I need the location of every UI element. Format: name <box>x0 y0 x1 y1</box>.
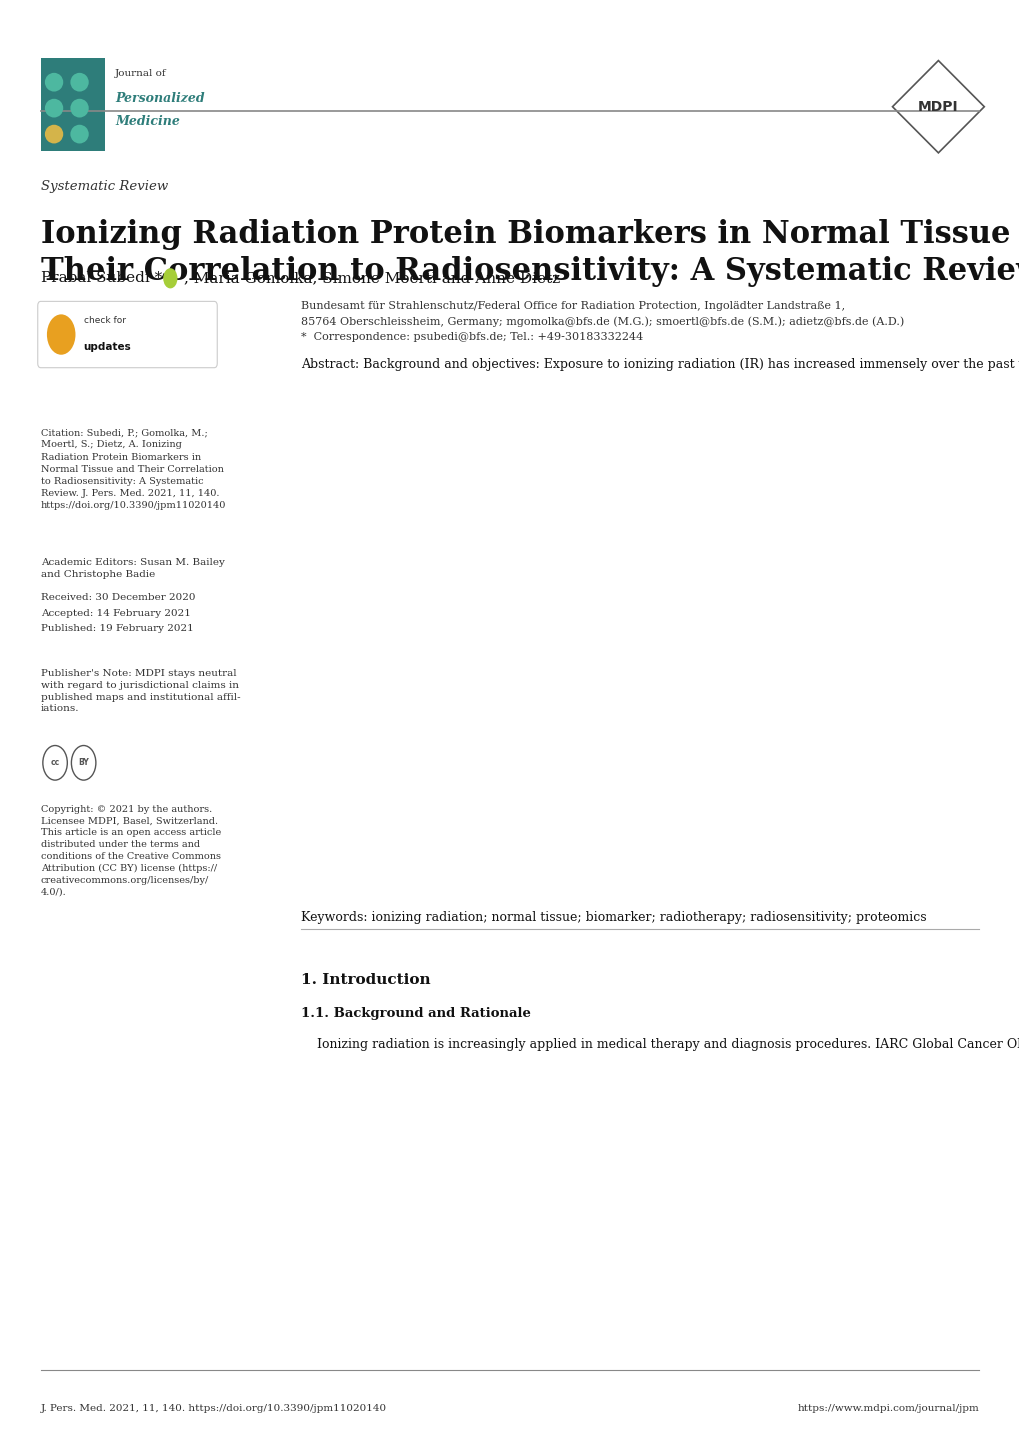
Text: cc: cc <box>50 758 60 767</box>
Text: Prabal Subedi *: Prabal Subedi * <box>41 271 162 286</box>
Text: BY: BY <box>78 758 89 767</box>
Text: ✓: ✓ <box>56 330 66 339</box>
Ellipse shape <box>45 98 63 117</box>
Ellipse shape <box>45 124 63 144</box>
Text: Accepted: 14 February 2021: Accepted: 14 February 2021 <box>41 609 191 617</box>
Circle shape <box>47 314 75 355</box>
Text: Copyright: © 2021 by the authors.
Licensee MDPI, Basel, Switzerland.
This articl: Copyright: © 2021 by the authors. Licens… <box>41 805 221 897</box>
Text: Journal of: Journal of <box>115 69 167 78</box>
Text: Ionizing radiation is increasingly applied in medical therapy and diagnosis proc: Ionizing radiation is increasingly appli… <box>301 1038 1019 1051</box>
Text: Medicine: Medicine <box>115 115 180 128</box>
Text: , Maria Gomolka, Simone Moertl and Anne Dietz: , Maria Gomolka, Simone Moertl and Anne … <box>183 271 559 286</box>
Ellipse shape <box>45 72 63 92</box>
Text: check for: check for <box>84 316 125 324</box>
Ellipse shape <box>70 72 89 92</box>
Text: Citation: Subedi, P.; Gomolka, M.;
Moertl, S.; Dietz, A. Ionizing
Radiation Prot: Citation: Subedi, P.; Gomolka, M.; Moert… <box>41 428 226 510</box>
Text: updates: updates <box>84 342 131 352</box>
Text: Received: 30 December 2020: Received: 30 December 2020 <box>41 593 195 601</box>
Ellipse shape <box>70 98 89 117</box>
Text: 1. Introduction: 1. Introduction <box>301 973 430 988</box>
Text: https://www.mdpi.com/journal/jpm: https://www.mdpi.com/journal/jpm <box>797 1405 978 1413</box>
Text: Published: 19 February 2021: Published: 19 February 2021 <box>41 624 194 633</box>
Text: Systematic Review: Systematic Review <box>41 180 168 193</box>
Text: Keywords: ionizing radiation; normal tissue; biomarker; radiotherapy; radiosensi: Keywords: ionizing radiation; normal tis… <box>301 911 925 924</box>
Text: iD: iD <box>166 275 174 281</box>
Circle shape <box>163 268 177 288</box>
Text: Abstract: Background and objectives: Exposure to ionizing radiation (IR) has inc: Abstract: Background and objectives: Exp… <box>301 358 1019 371</box>
Ellipse shape <box>70 124 89 144</box>
Text: Publisher's Note: MDPI stays neutral
with regard to jurisdictional claims in
pub: Publisher's Note: MDPI stays neutral wit… <box>41 669 240 714</box>
Text: MDPI: MDPI <box>917 99 958 114</box>
Text: J. Pers. Med. 2021, 11, 140. https://doi.org/10.3390/jpm11020140: J. Pers. Med. 2021, 11, 140. https://doi… <box>41 1405 386 1413</box>
Text: 1.1. Background and Rationale: 1.1. Background and Rationale <box>301 1007 530 1019</box>
FancyBboxPatch shape <box>41 58 105 151</box>
Text: Bundesamt für Strahlenschutz/Federal Office for Radiation Protection, Ingolädter: Bundesamt für Strahlenschutz/Federal Off… <box>301 301 903 342</box>
FancyBboxPatch shape <box>38 301 217 368</box>
Text: Personalized: Personalized <box>115 92 205 105</box>
Text: Ionizing Radiation Protein Biomarkers in Normal Tissue and
Their Correlation to : Ionizing Radiation Protein Biomarkers in… <box>41 219 1019 287</box>
Text: Academic Editors: Susan M. Bailey
and Christophe Badie: Academic Editors: Susan M. Bailey and Ch… <box>41 558 224 578</box>
